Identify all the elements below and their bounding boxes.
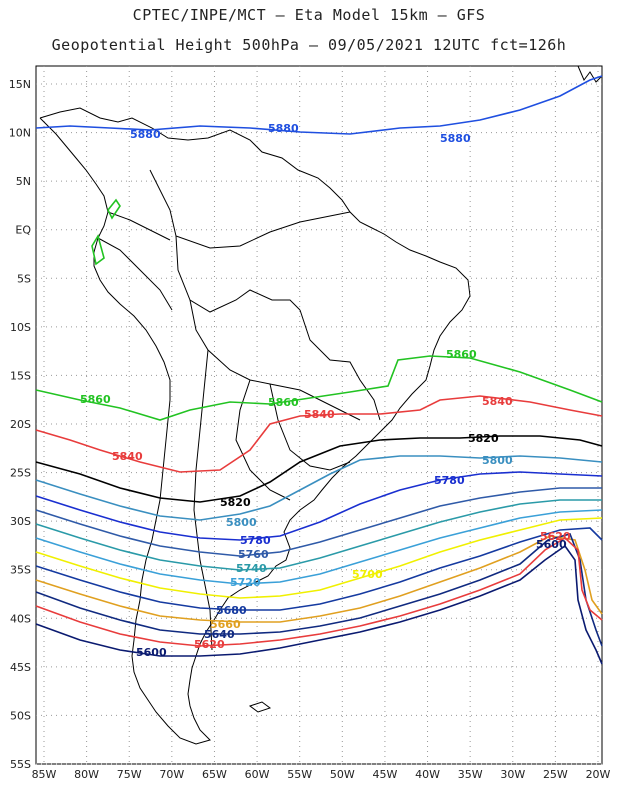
lon-tick-label: 65W xyxy=(202,768,227,781)
lat-tick-label: 35S xyxy=(10,564,31,577)
lon-tick-label: 25W xyxy=(543,768,568,781)
contour-label-5620-a: 5620 xyxy=(194,638,225,651)
contour-labels: 5880 5880 5880 5860 5860 5860 5840 5840 … xyxy=(80,122,571,659)
lon-tick-label: 30W xyxy=(500,768,525,781)
contour-label-5700: 5700 xyxy=(352,568,383,581)
contour-5800 xyxy=(35,455,603,521)
contour-label-5800-b: 5800 xyxy=(482,454,513,467)
contour-label-5600-b: 5600 xyxy=(536,538,567,551)
contour-5600 xyxy=(35,544,603,665)
lon-tick-label: 20W xyxy=(586,768,611,781)
contour-label-5840-a: 5840 xyxy=(112,450,143,463)
lat-tick-label: EQ xyxy=(15,224,31,237)
contour-label-5800-a: 5800 xyxy=(226,516,257,529)
contour-5680 xyxy=(35,527,603,611)
contour-label-5840-c: 5840 xyxy=(482,395,513,408)
contour-label-5860-a: 5860 xyxy=(80,393,111,406)
contour-label-5660: 5660 xyxy=(210,618,241,631)
lat-tick-label: 20S xyxy=(10,418,31,431)
map-subtitle: Geopotential Height 500hPa – 09/05/2021 … xyxy=(51,36,567,54)
contour-label-5860-c: 5860 xyxy=(446,348,477,361)
lon-tick-label: 40W xyxy=(415,768,440,781)
lat-tick-label: 45S xyxy=(10,661,31,674)
lat-tick-label: 15S xyxy=(10,369,31,382)
contour-label-5840-b: 5840 xyxy=(304,408,335,421)
contour-5660 xyxy=(35,535,603,623)
lon-tick-label: 75W xyxy=(117,768,142,781)
lat-tick-label: 5N xyxy=(16,175,31,188)
contour-5700 xyxy=(35,517,603,599)
lon-tick-label: 35W xyxy=(458,768,483,781)
contour-label-5720: 5720 xyxy=(230,576,261,589)
lat-tick-label: 15N xyxy=(9,78,31,91)
lat-tick-label: 40S xyxy=(10,612,31,625)
contour-label-5820-b: 5820 xyxy=(468,432,499,445)
contour-label-5740: 5740 xyxy=(236,562,267,575)
contour-label-5880-b: 5880 xyxy=(268,122,299,135)
lat-tick-label: 10S xyxy=(10,321,31,334)
contour-5640 xyxy=(35,533,603,647)
contour-5760 xyxy=(35,487,602,557)
lon-tick-label: 50W xyxy=(330,768,355,781)
lat-tick-label: 50S xyxy=(10,709,31,722)
lon-tick-label: 70W xyxy=(159,768,184,781)
contour-label-5640: 5640 xyxy=(204,628,235,641)
contour-5860 xyxy=(35,355,603,421)
lon-tick-label: 45W xyxy=(372,768,397,781)
lat-tick-label: 25S xyxy=(10,467,31,480)
contour-5780 xyxy=(35,471,603,541)
contour-label-5780-b: 5780 xyxy=(434,474,465,487)
lon-tick-label: 80W xyxy=(74,768,99,781)
contour-label-5760: 5760 xyxy=(238,548,269,561)
contour-5880 xyxy=(35,75,603,135)
map-title: CPTEC/INPE/MCT – Eta Model 15km – GFS xyxy=(132,6,486,24)
contour-lines xyxy=(35,75,603,665)
contour-label-5600-a: 5600 xyxy=(136,646,167,659)
contour-label-5860-b: 5860 xyxy=(268,396,299,409)
contour-label-5820-a: 5820 xyxy=(220,496,251,509)
lat-tick-label: 10N xyxy=(9,127,31,140)
lat-tick-label: 30S xyxy=(10,515,31,528)
contour-label-5880-c: 5880 xyxy=(440,132,471,145)
contour-label-5620-b: 5620 xyxy=(540,530,571,543)
contour-5720 xyxy=(35,509,603,585)
coastline xyxy=(39,65,603,745)
contour-5820 xyxy=(35,435,603,503)
contour-label-5880-a: 5880 xyxy=(130,128,161,141)
contour-label-5680: 5680 xyxy=(216,604,247,617)
lat-tick-label: 55S xyxy=(10,758,31,771)
lon-tick-label: 55W xyxy=(287,768,312,781)
lon-tick-label: 60W xyxy=(245,768,270,781)
lat-tick-label: 5S xyxy=(17,272,31,285)
contour-5840 xyxy=(35,395,603,473)
axis-ticks: 15N 10N 5N EQ 5S 10S 15S 20S 25S 30S 35S 40S 45S 50S 5… xyxy=(9,78,611,781)
lon-tick-label: 85W xyxy=(32,768,57,781)
contour-label-5780-a: 5780 xyxy=(240,534,271,547)
contour-5740 xyxy=(35,499,602,571)
contour-5620 xyxy=(35,537,603,647)
